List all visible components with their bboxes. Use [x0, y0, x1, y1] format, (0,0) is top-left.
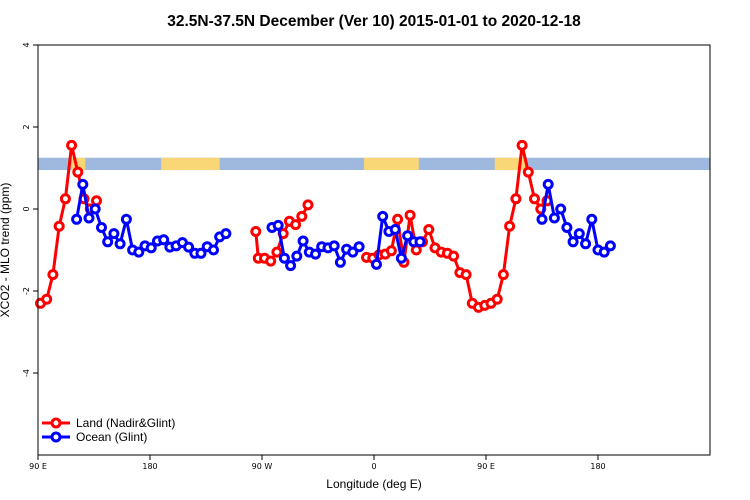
data-point — [555, 203, 567, 215]
data-point — [598, 246, 610, 258]
data-point — [402, 230, 414, 242]
data-point — [302, 199, 314, 211]
data-point — [310, 248, 321, 260]
x-axis-label: Longitude (deg E) — [326, 477, 421, 491]
x-tick-label: 90 W — [252, 462, 273, 471]
data-point — [53, 220, 65, 232]
data-point — [404, 209, 416, 221]
legend-ocean-marker — [50, 431, 62, 443]
data-point — [114, 238, 126, 250]
legend-land-label: Land (Nadir&Glint) — [76, 416, 175, 430]
chart-title: 32.5N-37.5N December (Ver 10) 2015-01-01… — [167, 13, 581, 30]
data-point — [414, 236, 426, 248]
land-band-segment — [161, 157, 220, 171]
data-point — [145, 242, 157, 254]
y-tick-label: 0 — [22, 206, 31, 211]
data-point — [278, 252, 290, 264]
data-point — [448, 250, 460, 262]
data-point — [108, 228, 120, 240]
data-point — [491, 293, 503, 305]
y-tick-label: -2 — [22, 287, 31, 295]
data-point — [220, 228, 232, 240]
data-point — [497, 269, 509, 281]
data-point — [395, 252, 407, 264]
data-point — [385, 245, 397, 257]
data-point — [561, 222, 573, 233]
data-point — [580, 238, 592, 250]
data-point — [77, 178, 89, 190]
data-point — [586, 213, 598, 225]
data-point — [285, 260, 297, 272]
data-point — [536, 213, 548, 225]
legend-land-marker — [50, 417, 62, 429]
legend: Land (Nadir&Glint) Ocean (Glint) — [42, 416, 175, 444]
legend-ocean-label: Ocean (Glint) — [76, 430, 147, 444]
x-tick-label: 180 — [590, 462, 605, 471]
y-tick-label: 4 — [22, 42, 31, 47]
data-point — [102, 236, 114, 248]
land-ocean-band — [38, 157, 710, 171]
data-point — [516, 139, 528, 151]
data-point — [272, 219, 284, 231]
data-point — [377, 210, 389, 222]
x-tick-label: 0 — [371, 462, 376, 471]
land-band-segment — [364, 157, 419, 171]
data-point — [522, 166, 534, 178]
data-point — [542, 178, 554, 190]
data-point — [510, 193, 522, 205]
data-point — [460, 269, 472, 281]
data-point — [195, 247, 207, 259]
data-point — [265, 255, 277, 267]
series-1 — [71, 178, 616, 272]
data-point — [158, 234, 170, 246]
data-point — [604, 240, 616, 252]
land-band-segment — [494, 157, 526, 171]
data-point — [573, 228, 585, 240]
data-point — [291, 250, 303, 262]
data-point — [183, 241, 195, 253]
data-point — [371, 258, 382, 270]
data-point — [567, 236, 579, 248]
y-axis: 4 2 0 -2 -4 — [22, 42, 38, 377]
data-point — [71, 213, 83, 225]
data-point — [334, 256, 346, 268]
y-tick-label: -4 — [22, 369, 31, 377]
data-point — [328, 240, 340, 252]
data-point — [250, 226, 262, 237]
x-axis: 90 E 180 90 W 0 90 E 180 — [29, 455, 606, 471]
data-point — [66, 139, 78, 151]
x-tick-label: 180 — [142, 462, 157, 471]
data-point — [83, 212, 95, 224]
data-point — [296, 210, 308, 222]
data-point — [423, 224, 435, 235]
x-tick-label: 90 E — [477, 462, 495, 471]
data-point — [47, 269, 59, 281]
data-point — [353, 241, 365, 253]
data-point — [297, 235, 309, 247]
data-point — [529, 193, 540, 205]
data-point — [96, 222, 107, 233]
data-point — [89, 203, 101, 215]
data-point — [504, 220, 516, 232]
data-point — [392, 213, 404, 225]
data-point — [290, 219, 302, 231]
series-layer — [35, 139, 616, 313]
data-point — [91, 195, 102, 207]
data-point — [41, 293, 53, 305]
data-point — [389, 224, 401, 235]
y-axis-label: XCO2 - MLO trend (ppm) — [0, 183, 12, 318]
data-point — [271, 246, 283, 258]
data-point — [548, 212, 560, 224]
y-tick-label: 2 — [22, 124, 31, 129]
data-point — [120, 213, 132, 225]
data-point — [208, 244, 219, 256]
data-point — [59, 193, 71, 205]
x-tick-label: 90 E — [29, 462, 47, 471]
data-point — [72, 166, 84, 178]
data-point — [133, 246, 145, 258]
